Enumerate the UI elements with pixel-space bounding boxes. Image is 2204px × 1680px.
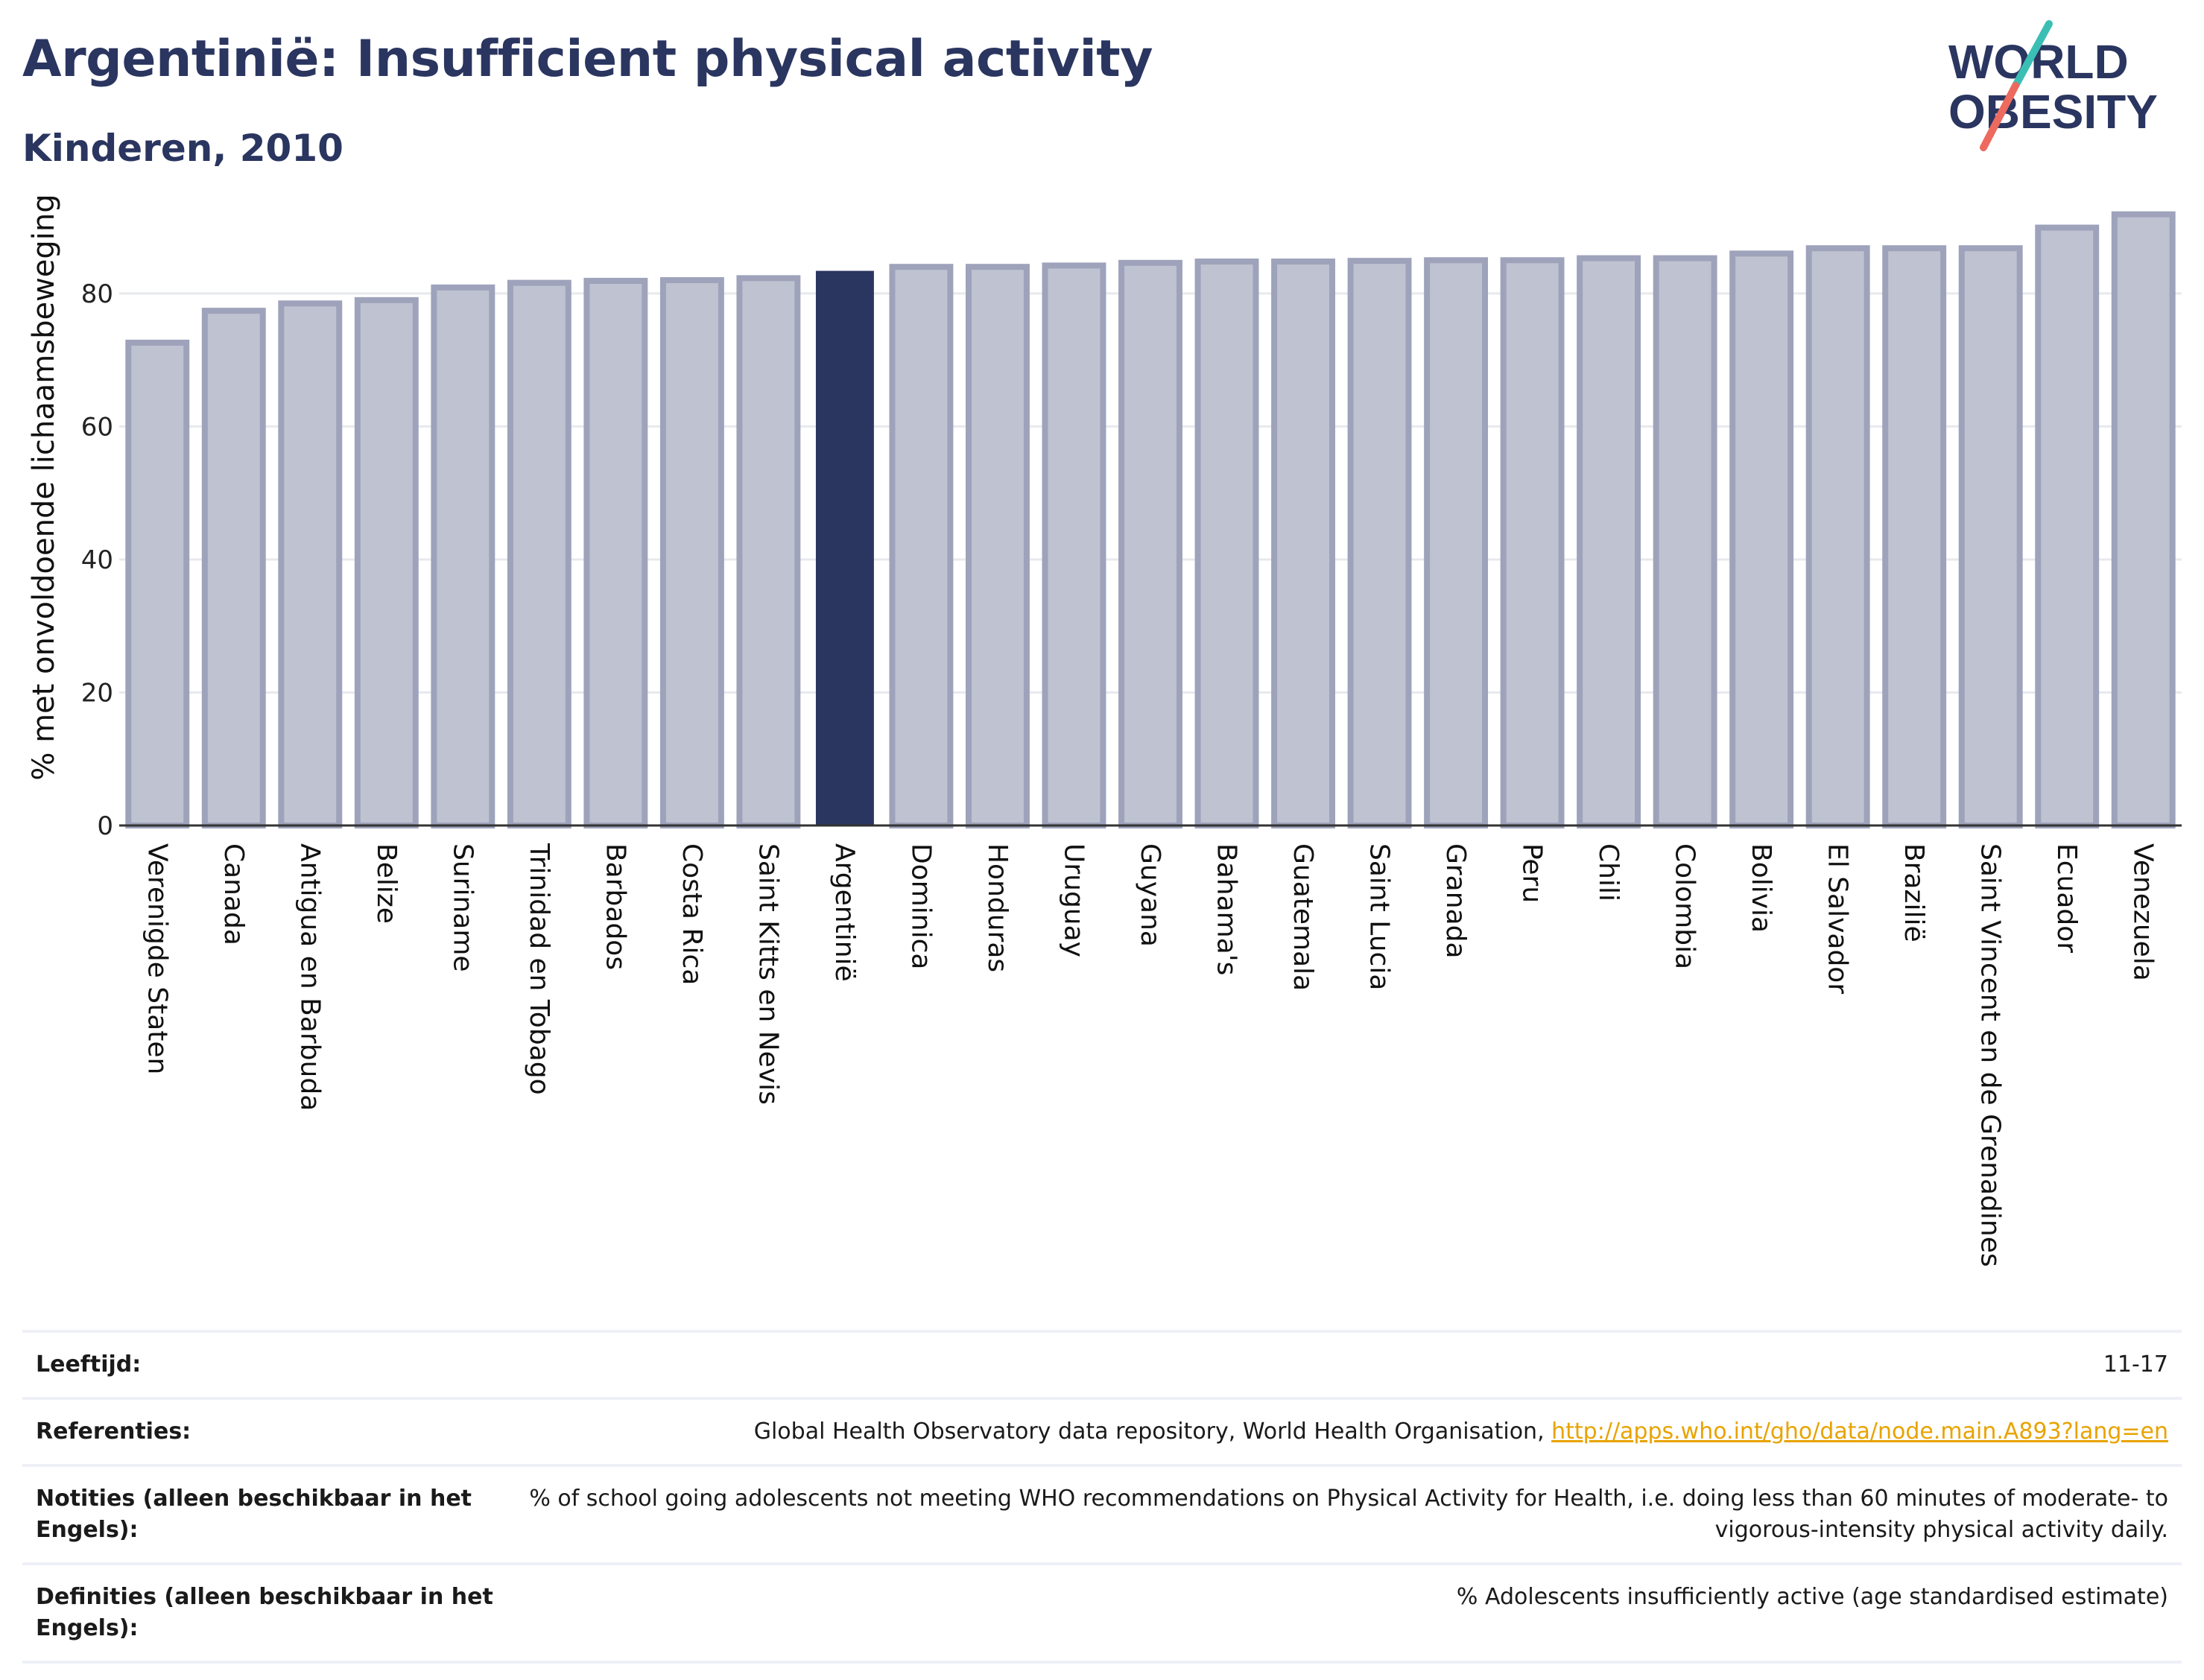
x-tick-label: Barbados: [600, 843, 630, 970]
logo-slash-coral: [1980, 82, 2019, 151]
x-tick-label: Saint Kitts en Nevis: [753, 843, 783, 1105]
notes-label-definitions: Definities (alleen beschikbaar in het En…: [22, 1562, 520, 1664]
x-tick-label: Uruguay: [1058, 843, 1089, 957]
notes-value-definitions: % Adolescents insufficiently active (age…: [520, 1562, 2182, 1664]
x-axis-labels: Verenigde Staten Canada Antigua en Barbuda…: [142, 843, 2158, 1267]
y-tick-label: 0: [97, 811, 113, 841]
world-obesity-logo: WORLD OBESITY: [1948, 20, 2158, 151]
bar[interactable]: [1500, 257, 1565, 828]
bar[interactable]: [889, 264, 954, 829]
bar[interactable]: [966, 264, 1030, 829]
bars: [125, 211, 2176, 829]
x-tick-label: Saint Lucia: [1364, 843, 1395, 990]
x-tick-label: Belize: [371, 843, 402, 924]
x-tick-label: Verenigde Staten: [142, 843, 172, 1074]
reference-text: Global Health Observatory data repositor…: [753, 1419, 1552, 1445]
notes-row-age: Leeftijd: 11-17: [22, 1330, 2182, 1398]
chart-title: Argentinië: Insufficient physical activi…: [22, 30, 1153, 89]
x-tick-label: Ecuador: [2051, 843, 2082, 953]
y-tick-label: 60: [81, 412, 113, 442]
x-tick-label: Chili: [1593, 843, 1624, 901]
notes-row-notes: Notities (alleen beschikbaar in het Enge…: [22, 1464, 2182, 1564]
x-tick-label: Colombia: [1670, 843, 1700, 969]
bar[interactable]: [1271, 259, 1335, 829]
x-tick-label: Guyana: [1135, 843, 1165, 947]
bar[interactable]: [201, 308, 266, 828]
bar[interactable]: [125, 339, 190, 828]
y-axis-title: % met onvoldoende lichaamsbeweging: [27, 194, 61, 780]
bar[interactable]: [815, 270, 874, 825]
bar[interactable]: [1958, 245, 2023, 828]
x-tick-label: Trinidad en Tobago: [524, 843, 554, 1095]
x-tick-label: Brazilië: [1899, 843, 1929, 942]
notes-label-age: Leeftijd:: [22, 1330, 520, 1398]
bar[interactable]: [1194, 259, 1259, 829]
bar[interactable]: [1805, 245, 1870, 828]
notes-label-notes: Notities (alleen beschikbaar in het Enge…: [22, 1464, 520, 1564]
x-tick-label: Suriname: [447, 843, 478, 972]
notes-row-references: Referenties: Global Health Observatory d…: [22, 1397, 2182, 1465]
bar[interactable]: [1577, 255, 1641, 828]
x-tick-label: Honduras: [982, 843, 1013, 972]
bar[interactable]: [278, 300, 343, 828]
x-tick-label: Antigua en Barbuda: [294, 843, 325, 1111]
notes-table: Leeftijd: 11-17 Referenties: Global Heal…: [22, 1330, 2182, 1664]
bar[interactable]: [1424, 257, 1489, 828]
x-tick-label: Venezuela: [2128, 843, 2159, 981]
notes-label-references: Referenties:: [22, 1397, 520, 1465]
x-tick-label: Guatemala: [1288, 843, 1318, 991]
bar[interactable]: [2111, 211, 2176, 828]
bar[interactable]: [583, 277, 648, 828]
bar[interactable]: [736, 275, 801, 828]
logo-text-obesity: OBESITY: [1948, 85, 2158, 139]
x-tick-label: Bahama's: [1212, 843, 1242, 975]
x-tick-label: El Salvador: [1823, 843, 1853, 994]
x-tick-label: Canada: [218, 843, 249, 945]
notes-value-references: Global Health Observatory data repositor…: [520, 1397, 2182, 1465]
y-tick-label: 80: [81, 279, 113, 309]
bar[interactable]: [1347, 258, 1412, 829]
x-tick-label: Peru: [1517, 843, 1548, 903]
bar[interactable]: [507, 279, 571, 829]
reference-link[interactable]: http://apps.who.int/gho/data/node.main.A…: [1551, 1419, 2168, 1445]
x-tick-label: Argentinië: [829, 843, 860, 982]
x-tick-label: Saint Vincent en de Grenadines: [1975, 843, 2006, 1267]
x-tick-label: Bolivia: [1746, 843, 1776, 933]
bar[interactable]: [354, 297, 419, 828]
bar[interactable]: [1042, 262, 1106, 828]
notes-value-age: 11-17: [520, 1330, 2182, 1398]
chart-subtitle: Kinderen, 2010: [22, 127, 343, 170]
x-tick-label: Costa Rica: [677, 843, 707, 985]
logo-slash-teal: [2012, 20, 2053, 89]
bar[interactable]: [1729, 250, 1794, 828]
bar-chart: 0 20 40 60 80 Verenigde Staten Canada Antigua …: [27, 194, 2182, 1267]
bar[interactable]: [1118, 259, 1182, 828]
notes-row-definitions: Definities (alleen beschikbaar in het En…: [22, 1562, 2182, 1664]
y-tick-label: 40: [81, 545, 113, 575]
bar[interactable]: [1882, 245, 1947, 828]
x-tick-label: Granada: [1440, 843, 1471, 959]
y-tick-label: 20: [81, 678, 113, 708]
bar[interactable]: [431, 284, 495, 829]
bar[interactable]: [1653, 255, 1717, 828]
y-axis-ticks: 0 20 40 60 80: [81, 279, 113, 841]
x-tick-label: Dominica: [905, 843, 936, 970]
bar[interactable]: [2035, 224, 2100, 828]
bar[interactable]: [659, 277, 724, 828]
notes-value-notes: % of school going adolescents not meetin…: [520, 1464, 2182, 1564]
